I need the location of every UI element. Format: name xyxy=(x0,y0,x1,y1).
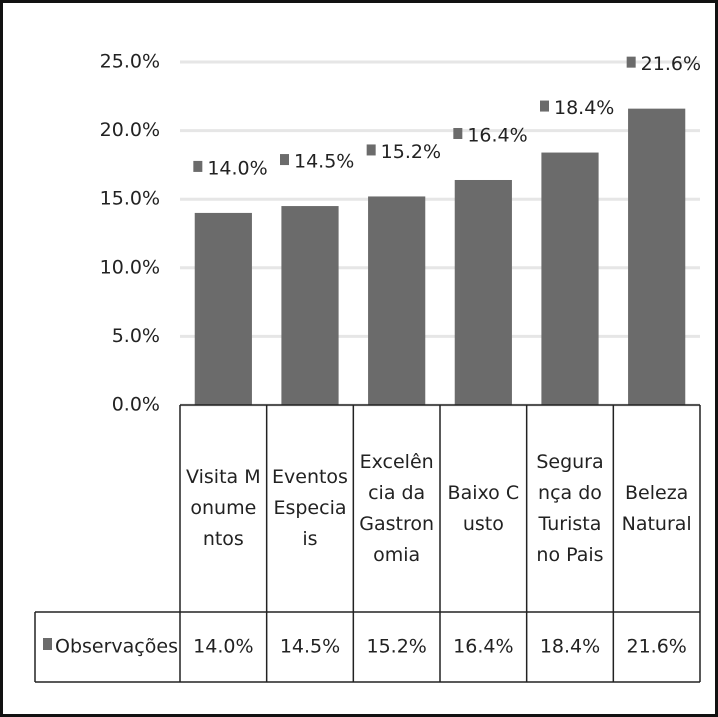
data-label: 16.4% xyxy=(467,124,527,146)
bar xyxy=(368,196,426,405)
bar xyxy=(454,179,512,405)
x-tick-label: Visita Monumentos xyxy=(186,466,261,550)
x-tick-label: Beleza Natural xyxy=(621,481,692,535)
label-marker xyxy=(280,154,289,166)
table-value: 14.0% xyxy=(193,636,253,658)
label-marker xyxy=(366,144,376,156)
y-tick-label: 15.0% xyxy=(100,188,160,210)
x-tick-label: Eventos Especiais xyxy=(272,466,348,550)
bar xyxy=(194,212,252,405)
x-tick-label-box: Beleza Natural xyxy=(621,481,692,535)
table-value: 15.2% xyxy=(366,636,426,658)
x-tick-label-box: Segurança do Turista no Pais xyxy=(536,450,604,566)
y-tick-label: 10.0% xyxy=(100,256,160,278)
table-value: 18.4% xyxy=(540,636,600,658)
label-marker xyxy=(540,100,549,112)
bar xyxy=(281,206,339,405)
table-value: 14.5% xyxy=(280,636,340,658)
legend-marker xyxy=(43,638,52,650)
x-tick-label: Segurança do Turista no Pais xyxy=(536,450,604,566)
data-label: 21.6% xyxy=(641,53,701,75)
legend-label: Observações xyxy=(55,636,178,658)
x-tick-label: Excelência da Gastronomia xyxy=(359,450,435,566)
label-marker xyxy=(626,56,636,68)
data-label: 14.5% xyxy=(294,151,354,173)
x-tick-label-box: Baixo Custo xyxy=(447,481,520,535)
y-tick-label: 0.0% xyxy=(112,394,160,416)
x-tick-label-box: Visita Monumentos xyxy=(186,466,261,550)
y-tick-label: 5.0% xyxy=(112,325,160,347)
x-tick-label-box: Eventos Especiais xyxy=(272,466,348,550)
x-tick-label-box: Excelência da Gastronomia xyxy=(359,450,435,566)
table-value: 16.4% xyxy=(453,636,513,658)
label-marker xyxy=(193,160,203,172)
label-marker xyxy=(453,127,463,139)
data-label: 14.0% xyxy=(207,157,267,179)
data-label: 18.4% xyxy=(554,97,614,119)
table-value: 21.6% xyxy=(626,636,686,658)
bar xyxy=(541,152,599,405)
data-label: 15.2% xyxy=(381,141,441,163)
x-tick-label: Baixo Custo xyxy=(447,481,520,535)
y-tick-label: 25.0% xyxy=(100,51,160,73)
y-tick-label: 20.0% xyxy=(100,119,160,141)
bar xyxy=(628,108,686,405)
